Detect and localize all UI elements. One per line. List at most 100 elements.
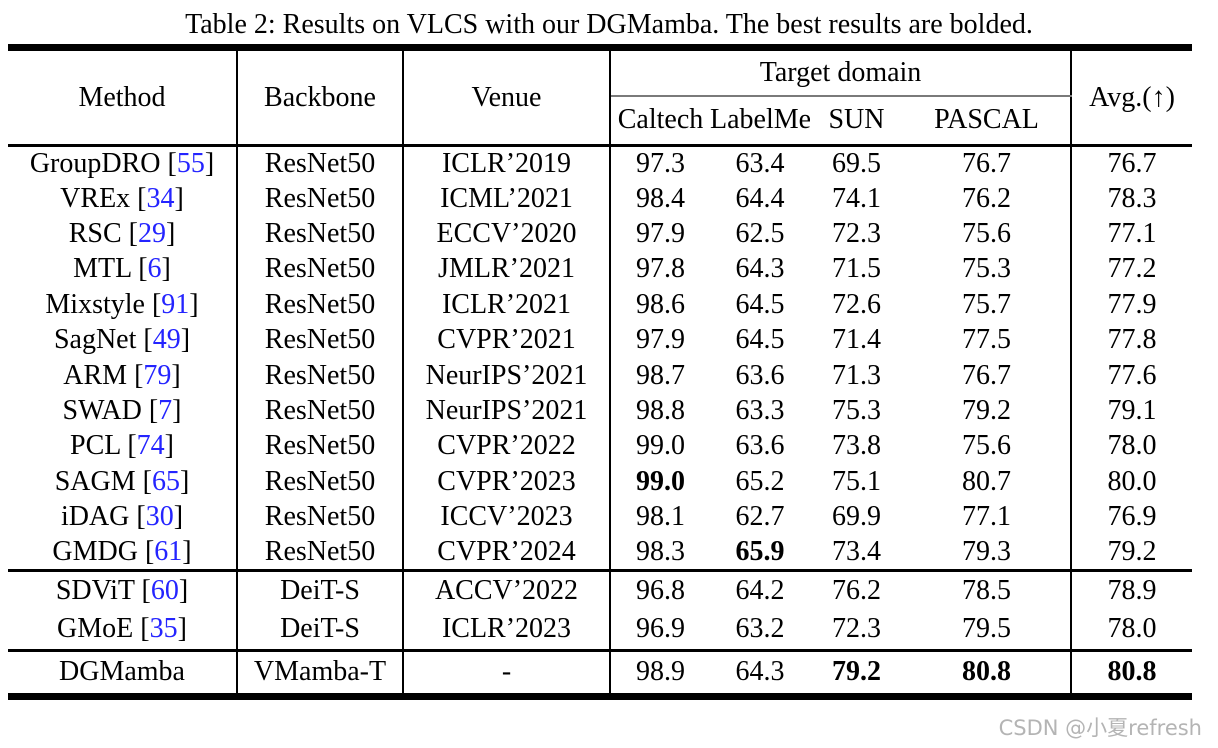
value-cell: 63.2 (735, 613, 785, 645)
value-cell: 79.2 (832, 656, 881, 688)
value-cell: 64.3 (735, 656, 785, 688)
col-header-target-domain: Target domain (610, 47, 1072, 97)
avg-cell: 78.3 (1107, 182, 1157, 214)
table-row: SWAD [7] ResNet50 NeurIPS’2021 98.8 63.3 75.3… (8, 393, 1192, 429)
backbone-cell: ResNet50 (237, 180, 404, 217)
col-header-caltech: Caltech (617, 104, 704, 136)
citation-link[interactable]: 74 (136, 430, 165, 462)
table-header: Method Backbone Venue Target domain Avg.… (8, 47, 1193, 146)
avg-cell: 77.6 (1107, 359, 1157, 391)
citation-link[interactable]: 60 (150, 574, 179, 606)
method-name: DGMamba (59, 656, 185, 688)
method-cell: RSC [29] (8, 216, 238, 252)
value-cell: 98.6 (636, 288, 685, 320)
backbone-cell: ResNet50 (237, 534, 404, 571)
avg-cell: 77.9 (1107, 288, 1157, 320)
value-cell: 64.5 (735, 288, 785, 320)
method-cell: PCL [74] (8, 428, 238, 465)
method-cell: MTL [6] (8, 251, 238, 288)
venue-cell: CVPR’2021 (403, 322, 611, 358)
avg-cell: 77.1 (1107, 217, 1157, 249)
method-name: GMoE (57, 613, 134, 645)
value-cell: 63.4 (735, 147, 785, 179)
value-cell: 76.7 (903, 145, 1073, 181)
table-row: PCL [74] ResNet50 CVPR’2022 99.0 63.6 73.8 75.… (8, 428, 1192, 465)
citation-link[interactable]: 55 (176, 147, 205, 179)
method-cell: VREx [34] (8, 180, 238, 217)
citation-link[interactable]: 30 (145, 501, 174, 533)
value-cell: 63.3 (735, 394, 785, 426)
citation-link[interactable]: 7 (158, 394, 173, 426)
table-row: GMDG [61] ResNet50 CVPR’2024 98.3 65.9 73.4 79… (8, 534, 1192, 571)
method-cell: SDViT [60] (8, 570, 238, 611)
method-name: GMDG (52, 535, 138, 567)
method-name: GroupDRO (29, 147, 161, 179)
value-cell: 64.3 (735, 253, 785, 285)
method-cell: GMDG [61] (8, 534, 238, 571)
value-cell: 71.4 (832, 324, 881, 356)
citation-link[interactable]: 65 (151, 465, 180, 497)
col-header-backbone: Backbone (237, 47, 404, 146)
citation-link[interactable]: 91 (161, 288, 190, 320)
value-cell: 64.2 (735, 574, 785, 606)
method-name: iDAG (60, 501, 130, 533)
avg-cell: 79.1 (1107, 394, 1157, 426)
value-cell: 71.3 (832, 359, 881, 391)
method-cell: Mixstyle [91] (8, 287, 238, 323)
venue-cell: ICLR’2021 (403, 287, 611, 323)
value-cell: 98.9 (636, 656, 685, 688)
value-cell: 97.9 (636, 217, 685, 249)
value-cell: 64.4 (735, 182, 785, 214)
header-row-top: Method Backbone Venue Target domain Avg.… (8, 47, 1193, 146)
citation-link[interactable]: 35 (149, 613, 178, 645)
value-cell: 69.9 (832, 501, 881, 533)
avg-cell: 80.0 (1107, 465, 1157, 497)
header-row-domains: Caltech LabelMe SUN PASCAL (8, 96, 1192, 146)
backbone-cell: ResNet50 (237, 287, 404, 323)
venue-cell: ICLR’2023 (403, 610, 611, 651)
citation-link[interactable]: 79 (143, 359, 172, 391)
dgmamba-group: DGMamba VMamba-T -98.9 64.3 79.2 80.8 80.8 (8, 650, 1193, 697)
value-cell: 80.8 (903, 650, 1073, 697)
value-cell: 65.2 (735, 465, 785, 497)
value-cell: 71.5 (832, 253, 881, 285)
value-cell: 99.0 (636, 465, 685, 497)
citation-link[interactable]: 49 (152, 324, 181, 356)
table-row: RSC [29] ResNet50 ECCV’2020 97.9 62.5 72.3 75.… (8, 216, 1192, 252)
value-cell: 98.7 (636, 359, 685, 391)
avg-cell: 78.9 (1107, 574, 1157, 606)
venue-cell: ICLR’2019 (403, 145, 611, 181)
backbone-cell: ResNet50 (237, 393, 404, 429)
value-cell: 72.3 (832, 613, 881, 645)
venue-cell: CVPR’2022 (403, 428, 611, 465)
backbone-cell: DeiT-S (237, 610, 404, 651)
citation-link[interactable]: 6 (147, 253, 162, 285)
value-cell: 97.8 (636, 253, 685, 285)
venue-cell: NeurIPS’2021 (403, 393, 611, 429)
citation-link[interactable]: 61 (154, 535, 183, 567)
value-cell: 77.5 (903, 322, 1073, 358)
table-row: GMoE [35] DeiT-S ICLR’2023 96.9 63.2 72.3 79.5… (8, 610, 1192, 651)
method-name: SagNet (53, 324, 137, 356)
method-cell: SAGM [65] (8, 464, 238, 500)
method-name: SWAD (62, 394, 142, 426)
avg-cell: 78.0 (1107, 613, 1157, 645)
value-cell: 79.5 (903, 610, 1073, 651)
citation-link[interactable]: 34 (146, 182, 175, 214)
table-row: Mixstyle [91] ResNet50 ICLR’2021 98.6 64.5 72… (8, 287, 1192, 323)
venue-cell: - (403, 650, 611, 697)
value-cell: 74.1 (832, 182, 881, 214)
value-cell: 97.9 (636, 324, 685, 356)
results-table: Method Backbone Venue Target domain Avg.… (8, 44, 1193, 700)
value-cell: 76.2 (903, 180, 1073, 217)
citation-link[interactable]: 29 (137, 217, 166, 249)
method-cell: SWAD [7] (8, 393, 238, 429)
venue-cell: CVPR’2023 (403, 464, 611, 500)
value-cell: 63.6 (735, 359, 785, 391)
col-header-venue: Venue (403, 47, 611, 146)
venue-cell: ICCV’2023 (403, 499, 611, 535)
deit-methods-group: SDViT [60] DeiT-S ACCV’2022 96.8 64.2 76.2 78.… (8, 570, 1193, 651)
value-cell: 73.4 (832, 535, 881, 567)
table-row: GroupDRO [55] ResNet50 ICLR’2019 97.3 63.4 69… (8, 145, 1192, 181)
avg-cell: 77.8 (1107, 324, 1157, 356)
